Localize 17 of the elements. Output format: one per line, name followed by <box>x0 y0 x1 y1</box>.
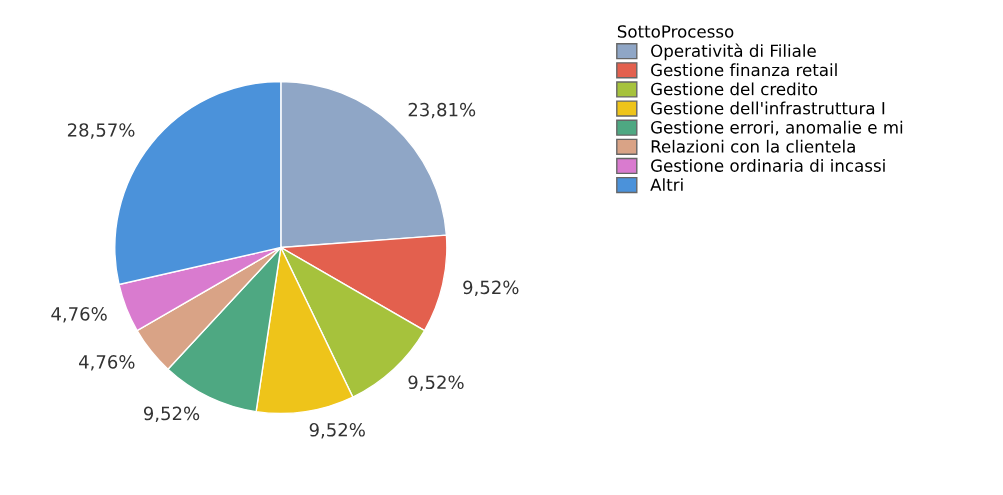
legend-label: Gestione errori, anomalie e mi <box>651 120 903 136</box>
data-label: 23,81% <box>408 102 476 119</box>
legend-label: Gestione ordinaria di incassi <box>651 158 885 172</box>
legend-label: Gestione dell'infrastruttura I <box>651 101 885 115</box>
data-label: 4,76% <box>79 355 135 371</box>
legend-label: Operatività di Filiale <box>651 43 816 61</box>
data-label: 28,57% <box>67 123 135 139</box>
data-label: 4,76% <box>51 307 107 323</box>
legend-label: Gestione finanza retail <box>651 63 837 77</box>
legend-title: SottoProcesso <box>617 25 734 38</box>
data-label: 9,52% <box>143 406 200 423</box>
data-label: 9,52% <box>463 280 519 296</box>
legend-label: Altri <box>650 178 683 191</box>
legend-label: Relazioni con la clientela <box>651 139 855 153</box>
legend-label: Gestione del credito <box>651 82 818 96</box>
data-label: 9,52% <box>309 422 365 439</box>
data-label: 9,52% <box>408 375 464 391</box>
